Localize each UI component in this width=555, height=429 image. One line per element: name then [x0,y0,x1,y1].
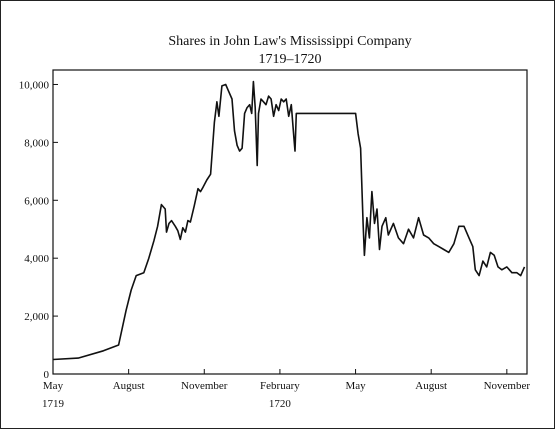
y-tick-label: 4,000 [24,253,49,265]
plot-area [52,69,528,375]
y-tick-label: 2,000 [24,311,49,323]
y-axis: 0 2,000 4,000 6,000 8,000 10,000 [19,79,58,381]
x-tick-label: February [260,380,300,392]
x-tick-label: August [415,380,447,392]
x-tick-label: May [345,380,366,392]
y-tick-label: 6,000 [24,195,49,207]
share-price-line [52,80,526,361]
y-tick-label: 10,000 [19,79,50,91]
chart-title: Shares in John Law's Mississippi Company [168,34,411,49]
x-tick-label: August [113,380,145,392]
x-tick-year-label: 1720 [269,398,292,410]
y-tick-label: 8,000 [24,137,49,149]
x-tick-label: November [181,380,228,392]
x-axis: May 1719 August November February 1720 May Augu… [42,369,530,410]
x-tick-label: November [484,380,531,392]
x-tick-year-label: 1719 [42,398,65,410]
chart-subtitle: 1719–1720 [259,52,322,67]
x-tick-label: May [43,380,64,392]
y-tick-label: 0 [44,369,50,381]
